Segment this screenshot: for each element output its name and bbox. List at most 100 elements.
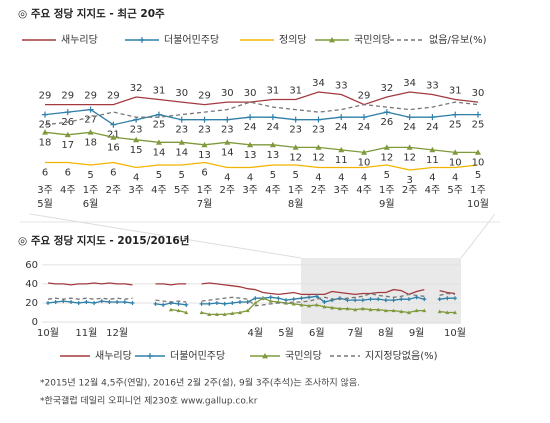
data-label: 14 <box>175 147 188 158</box>
data-label: 23 <box>198 125 211 136</box>
series-line <box>45 91 479 106</box>
x-tick-label: 2주 <box>311 185 327 196</box>
marker <box>269 141 276 148</box>
data-label: 18 <box>84 137 97 148</box>
marker <box>338 146 345 153</box>
data-label: 6 <box>65 167 71 178</box>
marker <box>139 37 145 43</box>
x-tick-label: 7월 <box>197 198 213 210</box>
marker <box>161 302 166 307</box>
data-label: 31 <box>267 86 280 97</box>
data-label: 29 <box>61 91 74 102</box>
marker <box>406 297 411 302</box>
data-label: 17 <box>61 140 74 151</box>
marker <box>64 131 71 138</box>
x-tick-label: 6월 <box>309 327 325 339</box>
data-label: 34 <box>403 78 416 89</box>
marker <box>184 310 189 315</box>
x-tick-label: 9월 <box>379 198 395 210</box>
data-label: 24 <box>244 122 257 133</box>
data-label: 31 <box>449 86 462 97</box>
x-tick-label: 8월 <box>288 198 304 210</box>
marker <box>314 294 319 299</box>
series-line <box>47 282 456 296</box>
marker <box>122 300 127 305</box>
highlight-band <box>301 258 461 324</box>
data-label: 12 <box>312 152 325 163</box>
marker <box>475 149 481 155</box>
legend-label: 새누리당 <box>95 350 132 362</box>
y-tick-label: 20 <box>25 298 38 309</box>
data-label: 24 <box>358 122 371 133</box>
data-label: 31 <box>153 86 166 97</box>
legend-label: 국민의당 <box>285 350 322 362</box>
data-label: 4 <box>361 172 367 183</box>
data-label: 24 <box>267 122 280 133</box>
data-label: 14 <box>153 147 166 158</box>
legend-label: 없음/유보(%) <box>429 33 487 46</box>
data-label: 30 <box>244 88 257 99</box>
marker <box>153 301 158 306</box>
marker <box>353 298 358 303</box>
marker <box>176 301 181 306</box>
marker <box>99 299 104 304</box>
marker <box>322 304 327 309</box>
marker <box>345 306 350 311</box>
data-label: 14 <box>221 147 234 158</box>
marker <box>262 353 268 359</box>
marker <box>383 144 390 150</box>
marker <box>224 139 231 145</box>
marker <box>406 310 411 315</box>
series-line <box>44 108 478 126</box>
marker <box>437 297 442 302</box>
x-tick-label: 3주 <box>128 185 144 196</box>
data-label: 23 <box>175 125 188 136</box>
data-label: 25 <box>153 120 166 131</box>
x-tick-label: 12월 <box>106 327 128 339</box>
marker <box>230 311 235 316</box>
marker <box>391 298 396 303</box>
x-tick-label: 10월 <box>37 327 59 339</box>
legend-label: 정의당 <box>279 34 307 46</box>
marker <box>110 134 117 140</box>
x-tick-label: 3주 <box>37 185 53 196</box>
y-tick-label: 60 <box>25 260 38 271</box>
marker <box>87 129 94 135</box>
marker <box>299 296 304 301</box>
x-tick-label: 4월 <box>248 327 264 339</box>
data-label: 27 <box>84 115 97 126</box>
data-label: 12 <box>380 152 393 163</box>
data-label: 5 <box>384 170 390 181</box>
x-tick-label: 1주 <box>379 185 395 196</box>
marker <box>247 114 254 121</box>
marker <box>237 300 242 305</box>
data-label: 23 <box>221 125 234 136</box>
data-label: 15 <box>130 145 143 156</box>
data-label: 5 <box>270 170 276 181</box>
data-label: 16 <box>107 142 120 153</box>
marker <box>337 306 342 311</box>
marker <box>291 301 296 306</box>
marker <box>276 296 281 301</box>
x-tick-label: 2주 <box>106 185 122 196</box>
x-tick-label: 4주 <box>151 185 167 196</box>
data-label: 4 <box>247 172 253 183</box>
marker <box>76 300 81 305</box>
marker <box>360 306 365 311</box>
data-label: 13 <box>267 150 280 161</box>
data-label: 33 <box>335 81 348 92</box>
x-tick-label: 7월 <box>347 327 363 339</box>
marker <box>214 300 219 305</box>
marker <box>130 300 135 305</box>
marker <box>230 300 235 305</box>
data-label: 5 <box>292 170 298 181</box>
x-tick-label: 4주 <box>425 185 441 196</box>
data-label: 29 <box>84 91 97 102</box>
data-label: 4 <box>429 172 435 183</box>
x-tick-label: 1주 <box>288 185 304 196</box>
marker <box>176 308 181 313</box>
marker <box>322 300 327 305</box>
data-label: 26 <box>380 117 393 128</box>
data-label: 10 <box>472 157 485 168</box>
